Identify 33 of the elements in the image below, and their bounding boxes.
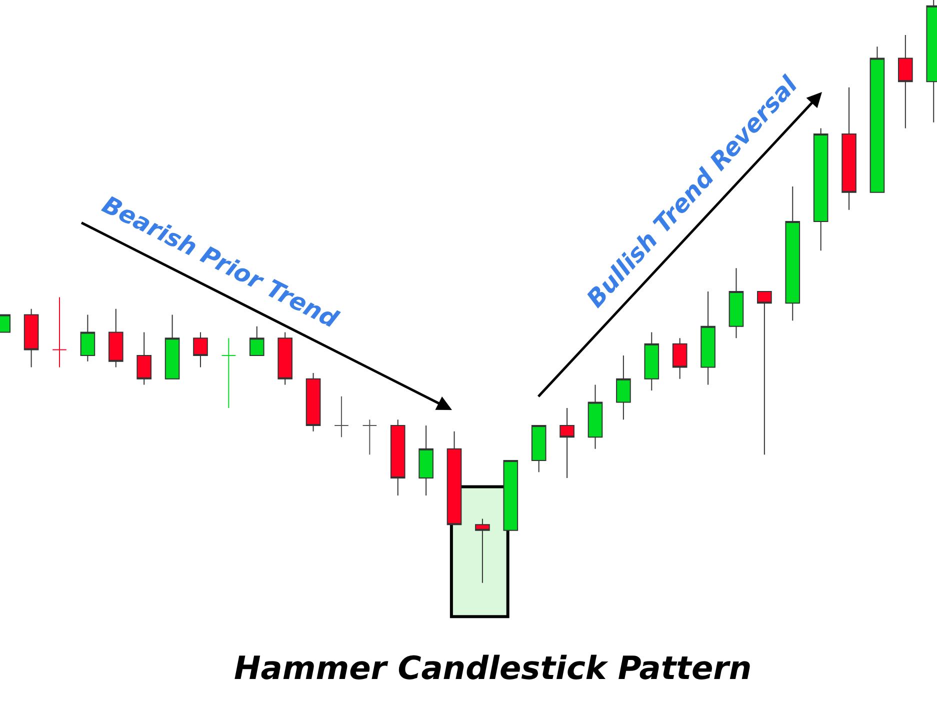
- candlestick: [164, 314, 180, 380]
- candlestick: [362, 419, 378, 456]
- candlestick: [193, 332, 208, 368]
- candlestick: [728, 268, 744, 339]
- candlestick: [644, 332, 660, 392]
- candlestick: [672, 338, 688, 380]
- candlestick: [306, 372, 321, 432]
- candlestick: [249, 326, 264, 356]
- text: Hammer Candlestick Pattern: [234, 649, 752, 688]
- candlestick: [785, 186, 800, 322]
- candlestick: [700, 290, 716, 386]
- candlestick: [898, 34, 913, 129]
- candlestick: [278, 332, 292, 386]
- candlestick: [80, 314, 96, 362]
- candlestick: [503, 460, 518, 531]
- candlestick: [616, 355, 631, 420]
- candlestick: [418, 425, 434, 496]
- candlestick: [108, 308, 124, 368]
- candlestick: [531, 425, 546, 473]
- candlestick: [870, 46, 885, 193]
- candlestick: [136, 332, 152, 386]
- candlestick: [334, 396, 349, 438]
- candlestick: [757, 290, 772, 456]
- candlestick: [446, 430, 462, 526]
- candlestick: [560, 408, 574, 478]
- candlestick: [842, 86, 856, 210]
- candlestick: [24, 308, 39, 368]
- candlestick: [221, 338, 236, 409]
- candlestick: [52, 296, 67, 368]
- candlestick: [813, 128, 828, 252]
- candlestick: [475, 518, 490, 584]
- candlestick: [390, 419, 406, 496]
- candlestick: [588, 384, 603, 450]
